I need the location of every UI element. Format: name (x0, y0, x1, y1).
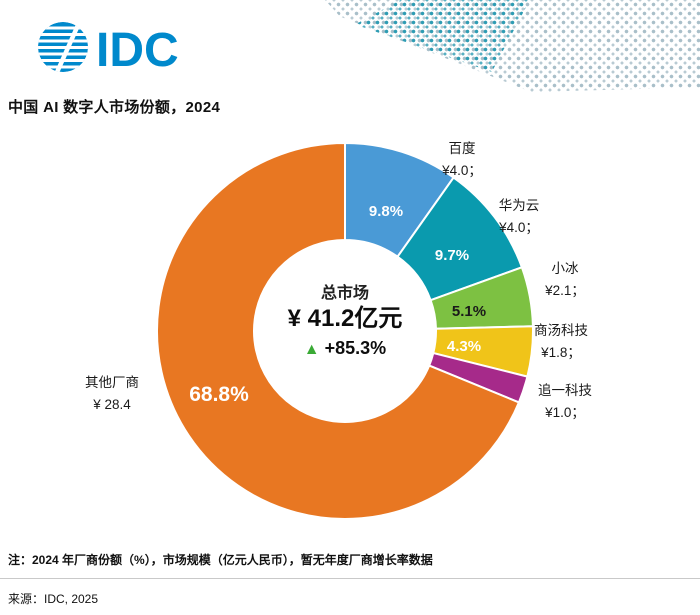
segment-value-label-追一科技: ¥1.0； (544, 405, 585, 421)
segment-name-label-华为云: 华为云 (499, 198, 540, 213)
segment-name-label-小冰: 小冰 (552, 261, 580, 276)
idc-logo: IDC (38, 22, 179, 74)
footnote: 注：2024 年厂商份额（%），市场规模（亿元人民币），暂无年度厂商增长率数据 (8, 553, 433, 567)
segment-percent-label-其他厂商: 68.8% (189, 383, 249, 406)
idc-logo-text: IDC (96, 24, 179, 74)
segment-name-label-追一科技: 追一科技 (538, 383, 592, 398)
segment-percent-label-小冰: 5.1% (452, 303, 486, 320)
segment-percent-label-百度: 9.8% (369, 203, 403, 220)
idc-globe-icon (38, 22, 88, 72)
segment-value-label-华为云: ¥4.0； (498, 220, 539, 236)
segment-name-label-其他厂商: 其他厂商 (85, 375, 139, 390)
segment-name-label-百度: 百度 (449, 141, 476, 156)
chart-title: 中国 AI 数字人市场份额，2024 (8, 99, 221, 116)
segment-value-label-其他厂商: ¥ 28.4 (92, 397, 131, 412)
segment-value-label-商汤科技: ¥1.8； (540, 345, 581, 361)
segment-percent-label-商汤科技: 4.3% (447, 338, 481, 355)
segment-name-label-商汤科技: 商汤科技 (534, 323, 588, 338)
segment-value-label-小冰: ¥2.1； (544, 283, 585, 299)
source-line: 来源：IDC, 2025 (8, 592, 99, 606)
segment-value-label-百度: ¥4.0； (441, 163, 482, 179)
donut-segment-其他厂商 (156, 141, 521, 520)
footer-divider (0, 578, 700, 579)
segment-percent-label-华为云: 9.7% (435, 247, 469, 264)
